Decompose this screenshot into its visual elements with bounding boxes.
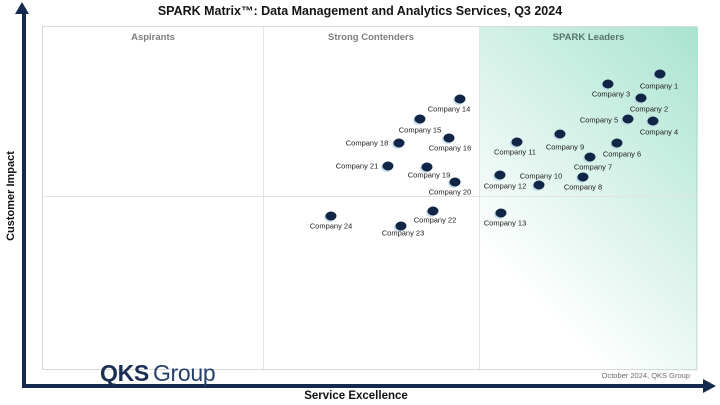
footnote: October 2024, QKS Group — [601, 371, 690, 380]
data-point-label: Company 20 — [428, 187, 472, 197]
data-point-label: Company 22 — [413, 215, 457, 225]
data-point-dot — [654, 69, 666, 79]
data-point-label: Company 14 — [427, 104, 471, 114]
data-point-dot — [443, 133, 455, 143]
data-point-dot — [421, 162, 433, 172]
data-point-label: Company 18 — [345, 138, 389, 148]
data-point-dot — [449, 177, 461, 187]
data-point-dot — [325, 211, 337, 221]
qks-group-logo: QKS Group — [100, 360, 216, 387]
logo-group-text: Group — [152, 360, 216, 386]
data-point-dot — [393, 138, 405, 148]
data-point-dot — [622, 114, 634, 124]
data-point-dot — [533, 180, 545, 190]
data-point-label: Company 2 — [629, 104, 669, 114]
data-point-label: Company 4 — [639, 127, 679, 137]
data-point-label: Company 16 — [428, 143, 472, 153]
data-point-dot — [495, 208, 507, 218]
data-point-label: Company 11 — [494, 147, 536, 157]
data-point-dot — [511, 137, 523, 147]
data-point-dot — [395, 221, 407, 231]
data-point-label: Company 8 — [563, 182, 603, 192]
data-point-label: Company 6 — [602, 149, 642, 159]
gridline-vertical-2 — [479, 27, 480, 371]
gridline-vertical-1 — [263, 27, 264, 371]
data-point-dot — [427, 206, 439, 216]
data-point-dot — [635, 93, 647, 103]
data-point-label: Company 10 — [519, 171, 563, 181]
x-axis-arrow-icon — [703, 379, 716, 393]
data-point-label: Company 3 — [591, 89, 631, 99]
spark-leaders-gradient-zone — [479, 27, 698, 371]
data-point-label: Company 19 — [407, 170, 451, 180]
y-axis-arrow-icon — [15, 2, 29, 14]
data-point-label: Company 12 — [483, 181, 527, 191]
x-axis-line — [22, 384, 704, 388]
data-point-dot — [414, 114, 426, 124]
data-point-dot — [577, 172, 589, 182]
logo-qks-text: QKS — [100, 360, 149, 386]
data-point-label: Company 1 — [639, 81, 679, 91]
quadrant-label-strong-contenders: Strong Contenders — [327, 32, 415, 43]
data-point-label: Company 13 — [483, 218, 527, 228]
data-point-dot — [602, 79, 614, 89]
data-point-label: Company 21 — [335, 161, 379, 171]
data-point-dot — [454, 94, 466, 104]
y-axis-label: Customer Impact — [5, 151, 17, 241]
plot-area: Aspirants Strong Contenders SPARK Leader… — [42, 26, 698, 386]
data-point-dot — [584, 152, 596, 162]
data-point-dot — [611, 138, 623, 148]
y-axis-line — [22, 10, 26, 386]
data-point-dot — [494, 170, 506, 180]
data-point-label: Company 24 — [309, 221, 353, 231]
data-point-dot — [554, 129, 566, 139]
data-point-label: Company 7 — [573, 162, 613, 172]
data-point-dot — [647, 116, 659, 126]
quadrant-label-spark-leaders: SPARK Leaders — [552, 32, 625, 43]
gridline-horizontal — [43, 196, 698, 197]
quadrant-label-aspirants: Aspirants — [131, 32, 175, 43]
chart-title: SPARK Matrix™: Data Management and Analy… — [157, 4, 563, 18]
data-point-label: Company 15 — [398, 125, 442, 135]
x-axis-label: Service Excellence — [304, 390, 408, 402]
data-point-dot — [382, 161, 394, 171]
data-point-label: Company 9 — [545, 142, 585, 152]
data-point-label: Company 5 — [579, 115, 619, 125]
data-point-label: Company 23 — [381, 228, 425, 238]
